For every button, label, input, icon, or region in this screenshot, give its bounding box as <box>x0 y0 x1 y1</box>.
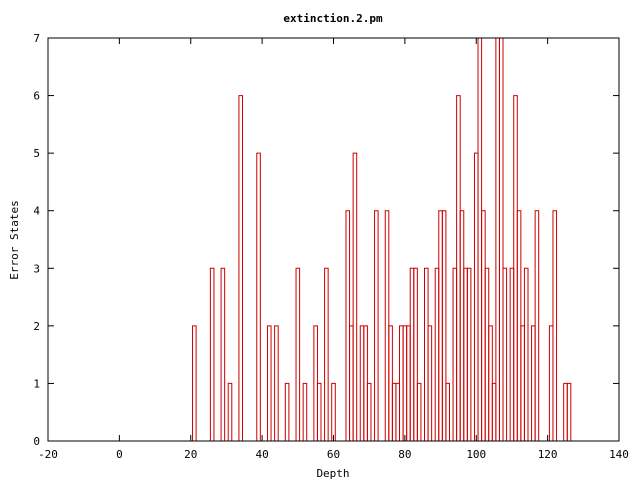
plot-frame <box>47 37 620 442</box>
y-tick-label: 4 <box>33 205 40 218</box>
histogram-bar <box>352 152 358 441</box>
histogram-bar <box>406 325 411 441</box>
chart-title: extinction.2.pm <box>283 12 383 25</box>
histogram-bar <box>399 325 404 441</box>
histogram-bar <box>445 382 450 441</box>
histogram-bar <box>363 325 368 441</box>
histogram-bar <box>427 325 433 441</box>
histogram-bar <box>266 325 272 441</box>
x-tick-label: 140 <box>609 448 629 461</box>
histogram-bar <box>452 267 458 441</box>
histogram-bar <box>302 382 308 441</box>
y-tick-label: 1 <box>33 377 40 390</box>
histogram-bar <box>416 382 422 441</box>
histogram-bar <box>484 267 490 441</box>
histogram-bar <box>409 267 415 441</box>
histogram-bar <box>534 210 540 441</box>
histogram-bar <box>477 37 483 441</box>
y-tick-label: 0 <box>33 435 40 448</box>
histogram-bar <box>313 325 318 441</box>
histogram-bar <box>359 325 365 441</box>
x-tick-label: 100 <box>466 448 486 461</box>
x-axis-label: Depth <box>316 467 349 480</box>
histogram-bar <box>473 152 479 441</box>
histogram-bar <box>441 210 447 441</box>
histogram-bar <box>395 382 401 441</box>
histogram-bar <box>520 325 525 441</box>
y-axis-label: Error States <box>8 200 21 279</box>
histogram-bar <box>391 382 397 441</box>
y-tick-label: 7 <box>33 32 40 45</box>
histogram-bar <box>488 325 493 441</box>
histogram-bar <box>413 267 418 441</box>
y-tick-label: 2 <box>33 320 40 333</box>
histogram-bar <box>513 95 518 441</box>
histogram-bar <box>552 210 558 441</box>
histogram-bar <box>295 267 301 441</box>
histogram-bar <box>220 267 226 441</box>
x-tick-label: 0 <box>116 448 123 461</box>
histogram-bar <box>384 210 390 441</box>
x-tick-label: 80 <box>398 448 411 461</box>
histogram-bar <box>388 325 393 441</box>
y-tick-label: 6 <box>33 90 40 103</box>
histogram-bar <box>366 382 372 441</box>
histogram-bar <box>463 267 468 441</box>
y-tick-label: 3 <box>33 262 40 275</box>
histogram-bar <box>349 325 354 441</box>
histogram-bar <box>434 267 440 441</box>
histogram-bar <box>316 382 322 441</box>
histogram-bar <box>563 382 568 441</box>
x-tick-label: 120 <box>538 448 558 461</box>
histogram-bar <box>227 382 233 441</box>
histogram-bar <box>209 267 215 441</box>
histogram-bar <box>491 382 497 441</box>
x-tick-label: -20 <box>38 448 58 461</box>
histogram-bar <box>498 37 504 441</box>
histogram-bar <box>466 267 472 441</box>
histogram-bar <box>438 210 443 441</box>
histogram-bar <box>566 382 572 441</box>
histogram-bar <box>509 267 515 441</box>
x-tick-label: 40 <box>256 448 269 461</box>
histogram-bar <box>331 382 336 441</box>
histogram-bar <box>402 325 408 441</box>
histogram-bar <box>523 267 529 441</box>
histogram-bar <box>274 325 279 441</box>
histogram-bar <box>238 95 243 441</box>
histogram-bar <box>456 95 461 441</box>
histogram-bar <box>345 210 351 441</box>
y-tick-label: 5 <box>33 147 40 160</box>
histogram-bar <box>284 382 290 441</box>
histogram-bar <box>459 210 465 441</box>
histogram-bar <box>502 267 508 441</box>
histogram-bar <box>192 325 197 441</box>
histogram-bar <box>481 210 486 441</box>
histogram-bar <box>495 37 500 441</box>
histogram-bar <box>516 210 522 441</box>
x-tick-label: 60 <box>327 448 340 461</box>
histogram-bar <box>324 267 329 441</box>
histogram-bar <box>548 325 554 441</box>
histogram-bars <box>192 37 572 441</box>
histogram-bar <box>531 325 536 441</box>
x-tick-label: 20 <box>184 448 197 461</box>
histogram-bar <box>374 210 379 441</box>
histogram-bar <box>256 152 261 441</box>
histogram-bar <box>424 267 429 441</box>
